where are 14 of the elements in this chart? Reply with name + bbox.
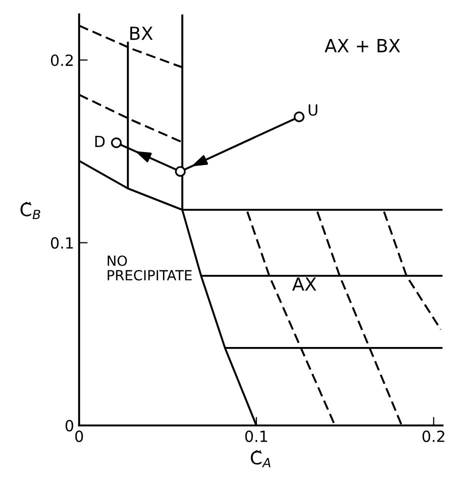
x-tick-label: 0 — [75, 430, 83, 442]
y-axis-title: C̃$_{B}$ — [20, 202, 40, 220]
annotation: D — [95, 136, 105, 147]
annotation: AX — [292, 277, 316, 291]
annotation: U — [308, 104, 318, 116]
annotation: BX — [130, 26, 153, 40]
y-tick-label: 0.1 — [50, 237, 73, 249]
y-tick-label: 0 — [66, 420, 74, 432]
x-tick-label: 0.1 — [245, 430, 268, 442]
y-tick-label: 0.2 — [50, 54, 73, 66]
x-tick-label: 0.2 — [422, 430, 444, 442]
annotation: AX + BX — [324, 39, 400, 52]
annotation: NO PRECIPITATE — [108, 255, 192, 280]
x-axis-title: C̃$_{A}$ — [250, 450, 270, 468]
